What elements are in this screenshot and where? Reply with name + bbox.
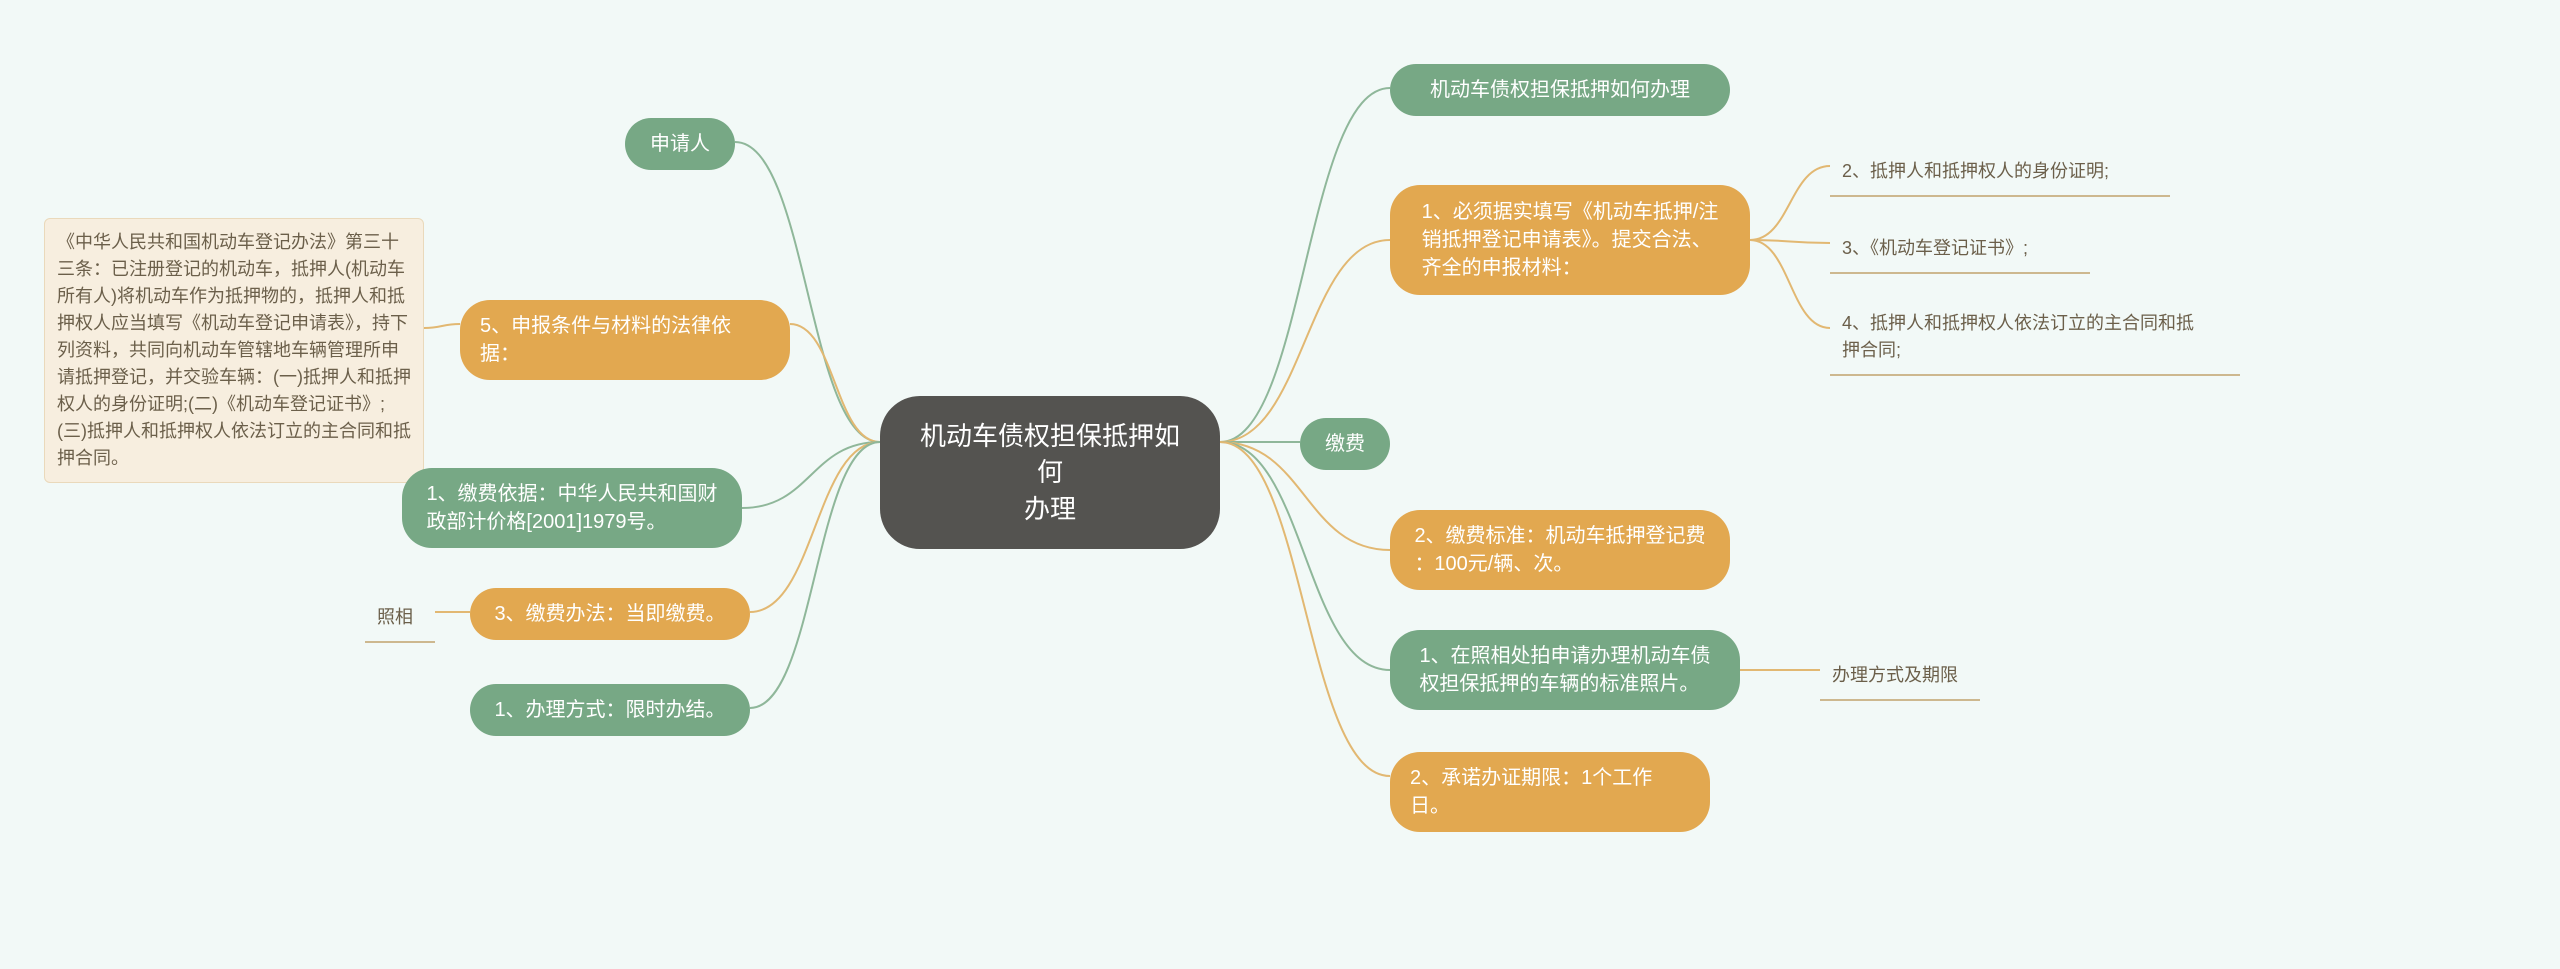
connector	[1220, 88, 1390, 442]
node-fee-method[interactable]: 3、缴费办法：当即缴费。	[470, 588, 750, 640]
leaf-process-term[interactable]: 办理方式及期限	[1820, 652, 1980, 701]
node-applicant[interactable]: 申请人	[625, 118, 735, 170]
leaf-photo[interactable]: 照相	[365, 594, 435, 643]
connector	[1220, 442, 1390, 776]
connector	[1220, 240, 1390, 442]
node-fee[interactable]: 缴费	[1300, 418, 1390, 470]
connector	[735, 142, 880, 442]
node-photo-step[interactable]: 1、在照相处拍申请办理机动车债权担保抵押的车辆的标准照片。	[1390, 630, 1740, 710]
node-fee-basis[interactable]: 1、缴费依据：中华人民共和国财政部计价格[2001]1979号。	[402, 468, 742, 548]
node-application-form[interactable]: 1、必须据实填写《机动车抵押/注销抵押登记申请表》。提交合法、齐全的申报材料：	[1390, 185, 1750, 295]
connector	[1220, 442, 1390, 670]
connector	[750, 442, 880, 708]
node-legal-basis[interactable]: 5、申报条件与材料的法律依据：	[460, 300, 790, 380]
leaf-contract[interactable]: 4、抵押人和抵押权人依法订立的主合同和抵押合同;	[1830, 300, 2240, 376]
leaf-id-proof[interactable]: 2、抵押人和抵押权人的身份证明;	[1830, 148, 2170, 197]
connector	[750, 442, 880, 612]
connector-canvas	[0, 0, 2560, 969]
connector	[790, 324, 880, 442]
leaf-reg-cert[interactable]: 3、《机动车登记证书》;	[1830, 225, 2090, 274]
node-topic-title[interactable]: 机动车债权担保抵押如何办理	[1390, 64, 1730, 116]
leaf-legal-text[interactable]: 《中华人民共和国机动车登记办法》第三十三条：已注册登记的机动车，抵押人(机动车所…	[44, 218, 424, 483]
node-promise-term[interactable]: 2、承诺办证期限：1个工作日。	[1390, 752, 1710, 832]
root-node[interactable]: 机动车债权担保抵押如何办理	[880, 396, 1220, 549]
connector	[424, 324, 460, 328]
connector	[1750, 240, 1830, 328]
connector	[1750, 166, 1830, 240]
node-fee-standard[interactable]: 2、缴费标准：机动车抵押登记费：100元/辆、次。	[1390, 510, 1730, 590]
node-process-method[interactable]: 1、办理方式：限时办结。	[470, 684, 750, 736]
